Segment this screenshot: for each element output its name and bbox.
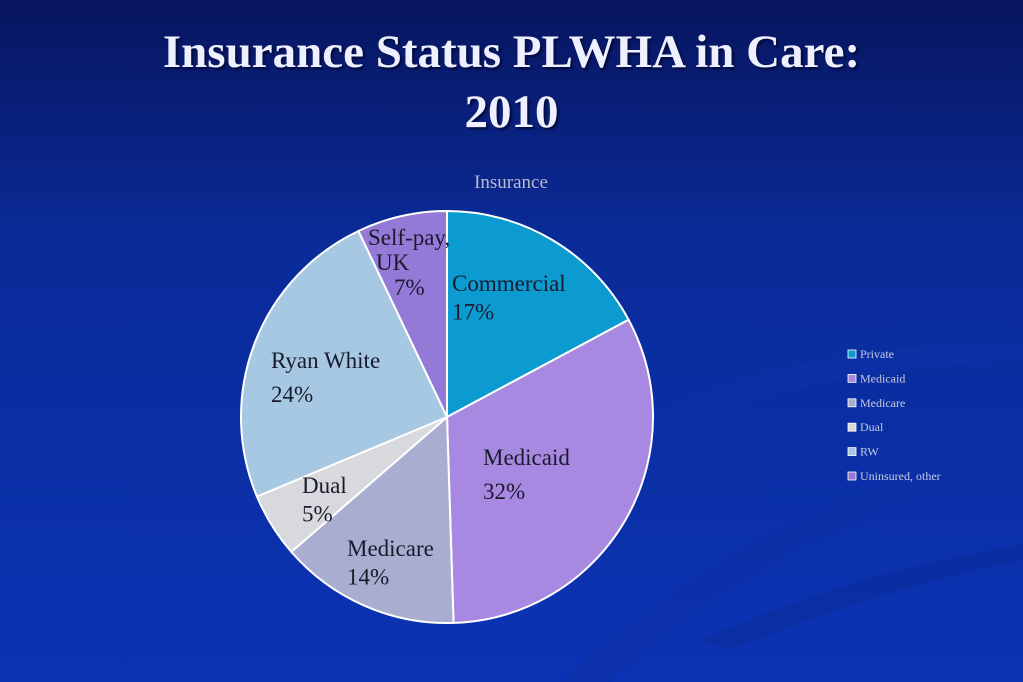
chart-title: Insurance (474, 172, 548, 193)
slice-label: Ryan White 24% (271, 348, 380, 407)
legend-swatch (847, 447, 857, 457)
slice-label-line: Ryan White (271, 348, 380, 373)
slice-label-line: Self-pay, (368, 225, 450, 250)
slice-label: Commercial 17% (452, 271, 566, 324)
pie-slice-medicaid (445, 318, 654, 624)
slide-title-line-2: 2010 (464, 86, 559, 138)
slice-label-line: Medicaid (483, 445, 570, 470)
legend-swatch (847, 398, 857, 408)
pie-slice-rw (240, 229, 449, 498)
legend-swatch (847, 373, 857, 383)
legend-label: Dual (860, 420, 884, 434)
pie-slice-medicare (289, 414, 455, 624)
pie-slice-uninsured-other (357, 209, 448, 418)
legend-swatch (847, 471, 857, 481)
legend-label: Private (860, 347, 894, 361)
slice-label-line: 24% (271, 382, 313, 407)
legend-label: RW (860, 445, 879, 459)
slice-label: Medicaid 32% (483, 445, 570, 504)
legend-label: Medicaid (860, 371, 905, 385)
legend-swatch (847, 349, 857, 359)
slice-label: Self-pay, UK 7% (368, 225, 450, 300)
slide-title: Insurance Status PLWHA in Care: 2010 (0, 22, 1023, 142)
slice-label-line: UK (376, 250, 410, 275)
slice-label: Dual 5% (302, 473, 347, 526)
slice-label-line: 5% (302, 501, 333, 526)
chart-legend: Private Medicaid Medicare Dual RW Uninsured, … (847, 347, 941, 483)
slice-label-line: 14% (347, 564, 389, 589)
pie-slices (240, 209, 654, 624)
slice-label-line: Dual (302, 473, 347, 498)
legend-swatch (847, 422, 857, 432)
slice-label-line: 32% (483, 479, 525, 504)
slice-label-line: 7% (394, 275, 425, 300)
slide-title-line-1: Insurance Status PLWHA in Care: (162, 26, 861, 78)
slice-label-line: Medicare (347, 536, 434, 561)
slice-labels: Commercial 17% Medicaid 32% Medicare 14% Dual 5… (271, 225, 570, 589)
slice-label: Medicare 14% (347, 536, 434, 589)
pie-slice-private (446, 209, 630, 419)
legend-label: Uninsured, other (860, 469, 941, 483)
slice-label-line: Commercial (452, 271, 566, 296)
slice-label-line: 17% (452, 299, 494, 324)
legend-label: Medicare (860, 396, 905, 410)
